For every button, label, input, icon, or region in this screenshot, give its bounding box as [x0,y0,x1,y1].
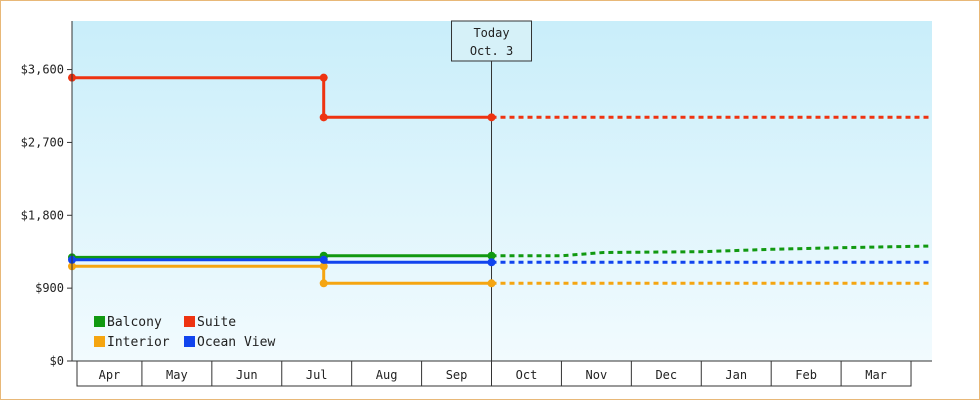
ocean-view-point [487,258,496,267]
suite-legend-swatch [184,316,195,327]
x-tick-label: Feb [795,368,817,382]
ocean-view-legend-swatch [184,336,195,347]
suite-point [319,113,328,122]
x-tick-label: Mar [865,368,887,382]
x-tick-label: Dec [655,368,677,382]
x-tick-label: Jan [725,368,747,382]
today-label-box [451,20,533,62]
interior-price-line [72,264,492,285]
balcony-legend-swatch [94,316,105,327]
balcony-legend-label: Balcony [107,315,162,330]
interior-point [319,262,328,271]
ocean-view-point [319,255,328,264]
x-tick-label: Sep [446,368,468,382]
balcony-price-line [72,254,492,259]
y-tick-label: $3,600 [21,63,64,77]
x-tick-label: Jul [306,368,328,382]
interior-point [487,279,496,288]
y-tick-label: $1,800 [21,208,64,222]
y-tick-label: $900 [35,281,64,295]
suite-price-line [72,76,492,119]
today-label: Today [473,26,509,40]
suite-point [319,73,328,82]
suite-point [487,113,496,122]
suite-legend-label: Suite [197,315,236,330]
interior-legend-label: Interior [107,335,170,350]
interior-point [319,279,328,288]
x-tick-label: May [166,368,188,382]
y-tick-label: $0 [50,354,64,368]
x-tick-label: Apr [99,368,121,382]
plot-area [72,21,932,361]
y-tick-label: $2,700 [21,135,64,149]
interior-legend-swatch [94,336,105,347]
today-date: Oct. 3 [470,44,513,58]
x-axis-band [76,360,912,387]
balcony-forecast-line [491,244,933,258]
x-tick-label: Oct [516,368,538,382]
balcony-point [487,251,496,260]
x-tick-label: Nov [586,368,608,382]
x-tick-label: Jun [236,368,258,382]
x-tick-label: Aug [376,368,398,382]
ocean-view-legend-label: Ocean View [197,335,275,350]
